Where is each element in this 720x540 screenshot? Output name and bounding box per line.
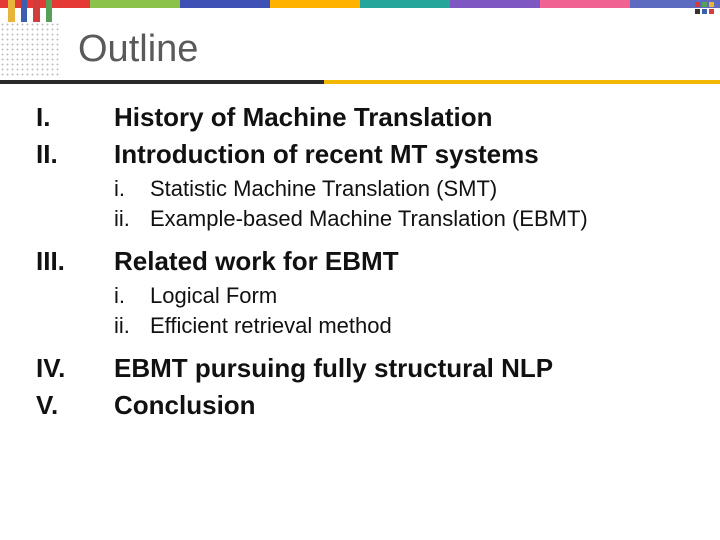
logo-dot: [702, 2, 707, 7]
outline-subitem-number: ii.: [114, 206, 150, 232]
outline-item-number: V.: [36, 390, 114, 421]
accent-bar: [46, 0, 53, 22]
stripe-seg: [180, 0, 270, 8]
outline-item: III. Related work for EBMT: [36, 246, 696, 277]
outline-subitem-number: i.: [114, 176, 150, 202]
stripe-seg: [90, 0, 180, 8]
accent-bar: [33, 0, 40, 22]
logo-dot: [695, 2, 700, 7]
accent-vertical-bars: [8, 0, 52, 22]
corner-logo: [695, 2, 714, 14]
outline-subitems: i. Statistic Machine Translation (SMT) i…: [114, 176, 696, 232]
outline-item-text: History of Machine Translation: [114, 102, 696, 133]
outline-subitem-text: Statistic Machine Translation (SMT): [150, 176, 696, 202]
outline-subitem-number: ii.: [114, 313, 150, 339]
outline-subitem-text: Example-based Machine Translation (EBMT): [150, 206, 696, 232]
outline-item: V. Conclusion: [36, 390, 696, 421]
outline-item-number: I.: [36, 102, 114, 133]
outline-subitem-text: Logical Form: [150, 283, 696, 309]
outline-subitem-text: Efficient retrieval method: [150, 313, 696, 339]
outline-subitem: ii. Efficient retrieval method: [114, 313, 696, 339]
outline-subitem-number: i.: [114, 283, 150, 309]
top-decorative-stripe: [0, 0, 720, 8]
outline-content: I. History of Machine Translation II. In…: [36, 102, 696, 427]
stripe-seg: [270, 0, 360, 8]
outline-item-text: Introduction of recent MT systems: [114, 139, 696, 170]
accent-bar: [21, 0, 28, 22]
outline-item-number: III.: [36, 246, 114, 277]
outline-subitems: i. Logical Form ii. Efficient retrieval …: [114, 283, 696, 339]
outline-item-text: EBMT pursuing fully structural NLP: [114, 353, 696, 384]
outline-subitem: ii. Example-based Machine Translation (E…: [114, 206, 696, 232]
logo-dot: [702, 9, 707, 14]
outline-subitem: i. Logical Form: [114, 283, 696, 309]
outline-item: I. History of Machine Translation: [36, 102, 696, 133]
stripe-seg: [360, 0, 450, 8]
outline-item-text: Related work for EBMT: [114, 246, 696, 277]
outline-subitem: i. Statistic Machine Translation (SMT): [114, 176, 696, 202]
accent-bar: [8, 0, 15, 22]
outline-item-number: IV.: [36, 353, 114, 384]
logo-dot: [709, 2, 714, 7]
outline-item-text: Conclusion: [114, 390, 696, 421]
logo-dot: [695, 9, 700, 14]
outline-item-number: II.: [36, 139, 114, 170]
stripe-seg: [450, 0, 540, 8]
outline-item: IV. EBMT pursuing fully structural NLP: [36, 353, 696, 384]
outline-item: II. Introduction of recent MT systems: [36, 139, 696, 170]
title-underline: [0, 80, 720, 84]
stripe-seg: [540, 0, 630, 8]
halftone-decoration: [0, 22, 60, 78]
logo-dot: [709, 9, 714, 14]
slide-title: Outline: [78, 28, 198, 71]
